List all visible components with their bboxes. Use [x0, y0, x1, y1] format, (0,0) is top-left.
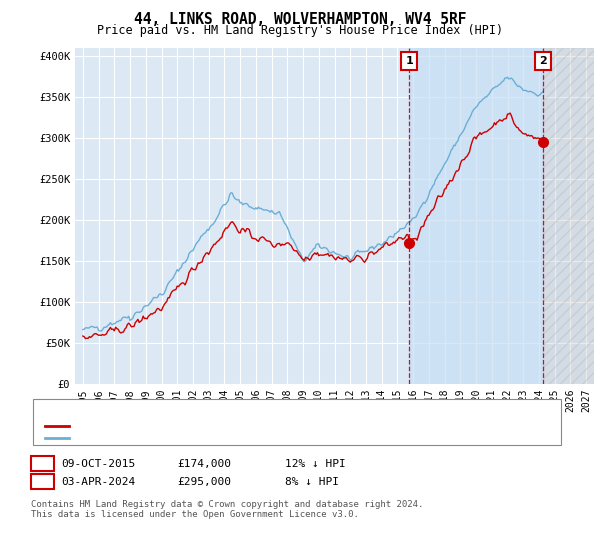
Text: 12% ↓ HPI: 12% ↓ HPI	[285, 459, 346, 469]
Bar	[543, 48, 594, 384]
Text: 2: 2	[539, 56, 547, 66]
Text: HPI: Average price, detached house, Wolverhampton: HPI: Average price, detached house, Wolv…	[75, 433, 381, 442]
Text: £174,000: £174,000	[177, 459, 231, 469]
Text: 09-OCT-2015: 09-OCT-2015	[61, 459, 136, 469]
Text: Price paid vs. HM Land Registry's House Price Index (HPI): Price paid vs. HM Land Registry's House …	[97, 24, 503, 37]
Text: 2: 2	[39, 475, 46, 488]
Text: 1: 1	[39, 457, 46, 470]
Text: 44, LINKS ROAD, WOLVERHAMPTON, WV4 5RF (detached house): 44, LINKS ROAD, WOLVERHAMPTON, WV4 5RF (…	[75, 421, 419, 430]
Text: 03-APR-2024: 03-APR-2024	[61, 477, 136, 487]
Text: Contains HM Land Registry data © Crown copyright and database right 2024.
This d: Contains HM Land Registry data © Crown c…	[31, 500, 424, 519]
Bar	[409, 48, 543, 384]
Text: 1: 1	[406, 56, 413, 66]
Text: 8% ↓ HPI: 8% ↓ HPI	[285, 477, 339, 487]
Text: £295,000: £295,000	[177, 477, 231, 487]
Text: 44, LINKS ROAD, WOLVERHAMPTON, WV4 5RF: 44, LINKS ROAD, WOLVERHAMPTON, WV4 5RF	[134, 12, 466, 27]
